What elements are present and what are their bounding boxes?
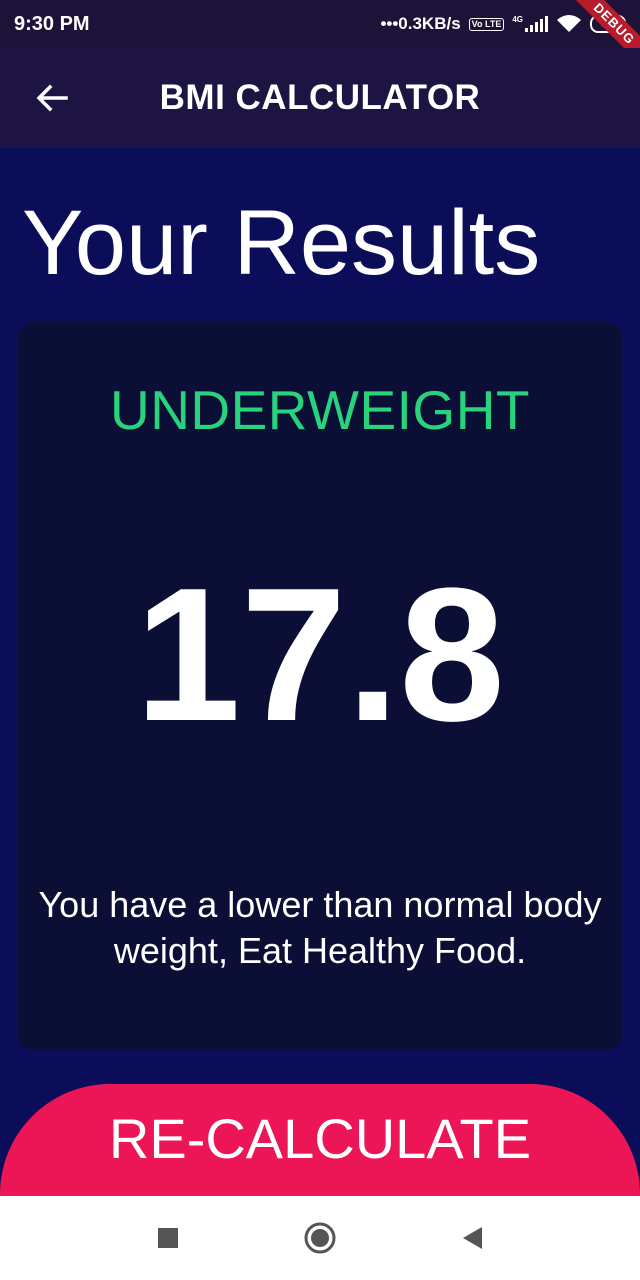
app-title: BMI CALCULATOR xyxy=(159,78,481,117)
system-nav-bar xyxy=(0,1196,640,1280)
volte-badge: Vo LTE xyxy=(468,17,505,31)
back-button[interactable] xyxy=(28,74,76,122)
status-bar: 9:30 PM •••0.3KB/s Vo LTE 4G 47 DEBUG xyxy=(0,0,640,74)
recalculate-button[interactable]: RE-CALCULATE xyxy=(0,1084,640,1214)
square-icon xyxy=(158,1228,178,1248)
result-message: You have a lower than normal body weight… xyxy=(38,884,602,971)
page-title: Your Results xyxy=(22,192,541,294)
back-nav-button[interactable] xyxy=(452,1218,492,1258)
circle-icon xyxy=(304,1222,336,1254)
result-card: UNDERWEIGHT 17.8 You have a lower than n… xyxy=(18,322,622,1050)
network-type: 4G xyxy=(512,15,523,24)
wifi-icon xyxy=(557,15,581,32)
cell-signal-icon: 4G xyxy=(512,15,548,32)
triangle-back-icon xyxy=(463,1227,482,1249)
result-category: UNDERWEIGHT xyxy=(109,379,531,441)
bmi-value: 17.8 xyxy=(135,549,505,761)
net-speed: •••0.3KB/s xyxy=(380,14,461,33)
recents-button[interactable] xyxy=(148,1218,188,1258)
status-icons: •••0.3KB/s Vo LTE 4G 47 xyxy=(380,14,626,34)
status-time: 9:30 PM xyxy=(14,12,90,35)
app-bar: BMI CALCULATOR xyxy=(0,48,640,148)
arrow-left-icon xyxy=(36,84,68,112)
home-button[interactable] xyxy=(300,1218,340,1258)
